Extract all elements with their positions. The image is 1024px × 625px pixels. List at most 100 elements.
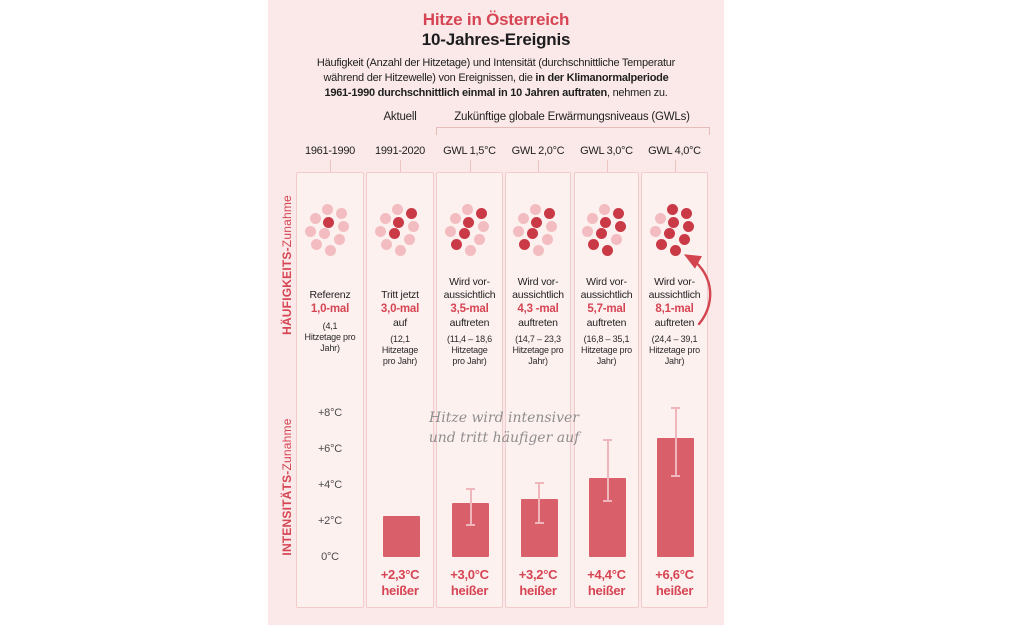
error-whisker-cap xyxy=(466,487,475,490)
heat-dot-dark xyxy=(655,239,667,250)
column-tick xyxy=(469,160,471,172)
frequency-post-line: auf xyxy=(393,317,407,329)
dot-cluster xyxy=(513,204,563,260)
heat-dot-light xyxy=(513,226,524,237)
frequency-times: 3,5-mal xyxy=(450,303,489,315)
error-whisker-cap xyxy=(671,406,680,409)
column-label: GWL 4,0°C xyxy=(648,145,701,157)
heat-dot-light xyxy=(649,226,661,237)
error-whisker-cap xyxy=(671,475,680,477)
group-header-aktuell: Aktuell xyxy=(383,111,417,123)
infographic-subtitle: 10-Jahres-Ereignis xyxy=(421,30,571,49)
heat-dot-light xyxy=(598,204,610,215)
heat-dot-light xyxy=(654,213,666,224)
heat-dot-dark xyxy=(595,228,607,239)
temp-axis-tick: +8°C xyxy=(317,407,343,419)
column-panel-gwl-3-0: GWL 3,0°C Wird vor-aussichtlich 5,7-mal … xyxy=(574,145,639,608)
heat-dot-light xyxy=(581,226,593,237)
heat-days-range: (11,4 – 18,6 Hitzetage pro Jahr) xyxy=(447,334,492,366)
frequency-times: 4,3 -mal xyxy=(517,303,559,315)
heat-dot-dark xyxy=(519,239,530,250)
frequency-post-line: auftreten xyxy=(449,317,490,329)
heat-dot-dark xyxy=(678,234,690,245)
frequency-pre-line: Wird vor- xyxy=(517,276,559,288)
heat-dot-dark xyxy=(458,228,470,239)
frequency-post-line: auftreten xyxy=(518,317,558,329)
description-line-3: 1961-1990 durchschnittlich einmal in 10 … xyxy=(324,87,668,99)
delta-label: +3,0°C heißer xyxy=(450,567,489,598)
frequency-pre-line: Wird vor- xyxy=(654,276,695,288)
column-label: GWL 1,5°C xyxy=(443,145,496,157)
column-label: GWL 2,0°C xyxy=(511,145,565,157)
column-tick xyxy=(538,160,539,172)
heat-dot-light xyxy=(477,221,489,232)
heat-dot-dark xyxy=(666,204,678,215)
description-line-2: während der Hitzewelle) von Ereignissen,… xyxy=(323,72,669,84)
error-whisker-cap xyxy=(603,439,612,441)
heat-dot-light xyxy=(380,213,391,224)
heat-dot-light xyxy=(334,234,345,245)
infographic-description: Häufigkeit (Anzahl der Hitzetage) und In… xyxy=(268,56,724,101)
column-panel-gwl-4-0: GWL 4,0°C Wird vor-aussichtlich 8,1-mal … xyxy=(641,145,708,608)
column-tick xyxy=(400,160,401,172)
heat-days-range: (16,8 – 35,1 Hitzetage pro Jahr) xyxy=(581,334,632,366)
heat-dot-light xyxy=(546,221,557,232)
error-whisker-cap xyxy=(603,500,612,503)
heat-days-range: (24,4 – 39,1 Hitzetage pro Jahr) xyxy=(649,334,700,366)
gwl-bracket xyxy=(436,127,710,135)
heat-days-range: (4,1 Hitzetage pro Jahr) xyxy=(304,321,356,353)
frequency-times: 8,1-mal xyxy=(655,303,694,315)
dot-cluster xyxy=(444,204,495,260)
column-panel-gwl-2-0: GWL 2,0°C Wird vor-aussichtlich 4,3 -mal… xyxy=(505,145,571,608)
heat-days-range: (12,1 Hitzetage pro Jahr) xyxy=(381,334,419,366)
heat-dot-dark xyxy=(601,245,613,256)
heat-dot-light xyxy=(586,213,598,224)
heat-dot-dark xyxy=(531,217,542,228)
heat-dot-dark xyxy=(682,221,694,232)
heat-dot-light xyxy=(449,213,461,224)
frequency-times: 5,7-mal xyxy=(587,303,626,315)
heat-dot-light xyxy=(319,228,330,239)
heat-dot-dark xyxy=(614,221,626,232)
annotation-script-text: Hitze wird intensiver und tritt häufiger… xyxy=(428,410,580,446)
frequency-text: Wird vor-aussichtlich 3,5-mal auftreten … xyxy=(437,275,502,367)
frequency-pre-line: aussichtlich xyxy=(512,289,564,301)
heat-dot-dark xyxy=(527,228,538,239)
heat-dot-dark xyxy=(663,228,675,239)
heat-dot-light xyxy=(404,234,415,245)
frequency-text: Wird vor-aussichtlich 5,7-mal auftreten … xyxy=(575,275,638,367)
heat-dot-dark xyxy=(323,217,334,228)
heat-dot-light xyxy=(610,234,622,245)
heat-dot-light xyxy=(325,245,336,256)
heat-dot-light xyxy=(408,221,419,232)
heat-dot-light xyxy=(461,204,473,215)
delta-label: +3,2°C heißer xyxy=(518,567,558,598)
column-label: 1961-1990 xyxy=(305,145,355,157)
heat-dot-light xyxy=(530,204,541,215)
error-whisker-cap xyxy=(466,523,475,526)
heat-dot-light xyxy=(518,213,529,224)
heat-dot-light xyxy=(464,245,476,256)
frequency-pre-line: Referenz xyxy=(309,289,351,301)
heat-dot-light xyxy=(533,245,544,256)
frequency-text: Tritt jetzt 3,0-mal auf (12,1 Hitzetage pr… xyxy=(367,275,433,367)
temp-axis-tick: 0°C xyxy=(321,551,339,563)
heat-dot-light xyxy=(473,234,485,245)
frequency-times: 1,0-mal xyxy=(310,303,350,315)
heat-dot-light xyxy=(542,234,553,245)
heat-dot-dark xyxy=(680,208,692,219)
error-whisker xyxy=(674,407,677,476)
heat-dot-dark xyxy=(393,217,404,228)
frequency-pre-line: Tritt jetzt xyxy=(381,289,419,301)
heat-dot-dark xyxy=(599,217,611,228)
error-whisker xyxy=(469,488,472,525)
delta-label: +4,4°C heißer xyxy=(587,567,626,598)
temp-axis-tick: +6°C xyxy=(317,443,343,455)
increase-arrow-icon xyxy=(683,254,712,326)
heat-dot-dark xyxy=(669,245,681,256)
heat-dot-dark xyxy=(612,208,624,219)
heat-dot-dark xyxy=(389,228,400,239)
frequency-pre-line: aussichtlich xyxy=(648,289,701,301)
heat-dot-light xyxy=(444,226,456,237)
temp-axis-tick: +2°C xyxy=(317,515,343,527)
